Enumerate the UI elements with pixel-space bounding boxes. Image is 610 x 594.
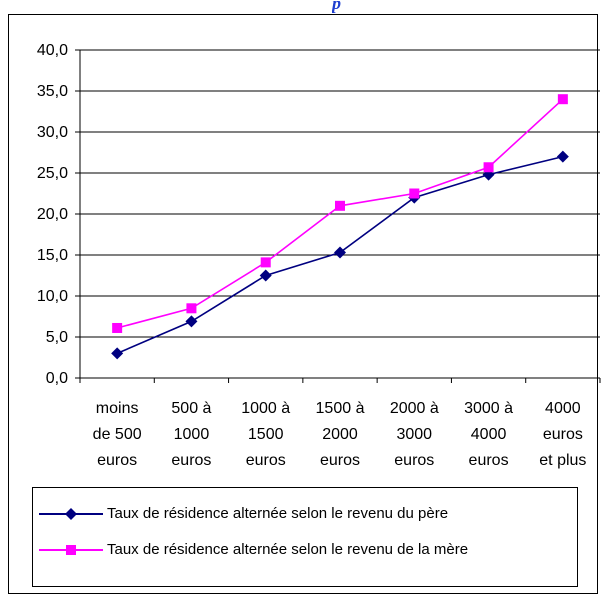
x-tick-label: 1000 à <box>241 400 290 417</box>
legend-entry-mother: Taux de résidence alternée selon le reve… <box>33 538 577 562</box>
legend-label-father: Taux de résidence alternée selon le reve… <box>107 505 449 522</box>
data-point-square <box>557 94 568 105</box>
data-point-square <box>335 200 345 211</box>
x-tick-label: moins <box>96 400 139 417</box>
x-tick-label: 2000 <box>322 426 358 443</box>
data-point-square <box>112 322 123 333</box>
y-tick-label: 35,0 <box>37 83 68 100</box>
x-tick-label: euros <box>394 452 434 469</box>
y-tick-label: 0,0 <box>46 370 68 387</box>
x-tick-label: euros <box>320 452 360 469</box>
y-tick-label: 5,0 <box>46 329 68 346</box>
x-tick-label: et plus <box>539 452 586 469</box>
x-tick-label: 1500 à <box>316 400 365 417</box>
x-tick-label: euros <box>469 452 509 469</box>
data-point-diamond <box>185 315 198 328</box>
legend-entry-father: Taux de résidence alternée selon le reve… <box>33 502 577 526</box>
line-chart: 0,0 5,0 10,0 15,0 20,0 25,0 30,0 35,0 40,0 moins… <box>37 42 601 469</box>
x-tick-label: euros <box>171 452 211 469</box>
y-tick-label: 10,0 <box>37 288 68 305</box>
data-point-diamond <box>111 347 124 360</box>
x-tick-label: 1000 <box>174 426 210 443</box>
data-point-diamond <box>556 150 569 163</box>
legend-label-mother: Taux de résidence alternée selon le reve… <box>107 541 469 558</box>
y-tick-label: 30,0 <box>37 124 68 141</box>
data-point-square <box>260 257 271 268</box>
x-tick-label: 2000 à <box>390 400 439 417</box>
x-tick-label: 4000 <box>471 426 507 443</box>
x-tick-label: 500 à <box>171 400 211 417</box>
x-tick-label: 3000 à <box>464 400 513 417</box>
data-point-square <box>483 162 494 173</box>
legend-marker-diamond-icon <box>39 508 103 520</box>
data-point-diamond <box>334 246 346 259</box>
x-tick-label: 3000 <box>396 426 432 443</box>
y-tick-label: 20,0 <box>37 206 68 223</box>
y-tick-label: 40,0 <box>37 42 68 59</box>
x-tick-label: 4000 <box>545 400 581 417</box>
x-tick-label: euros <box>97 452 137 469</box>
legend-marker-square-icon <box>39 545 103 555</box>
data-point-square <box>409 188 420 199</box>
chart-legend: Taux de résidence alternée selon le reve… <box>32 487 578 587</box>
data-point-square <box>186 303 197 314</box>
y-tick-label: 15,0 <box>37 247 68 264</box>
x-tick-label: euros <box>246 452 286 469</box>
chart-title-partial: p <box>332 1 341 13</box>
x-tick-label: euros <box>543 426 583 443</box>
y-tick-label: 25,0 <box>37 165 68 182</box>
x-tick-label: 1500 <box>248 426 284 443</box>
data-point-diamond <box>259 269 272 282</box>
x-tick-label: de 500 <box>93 426 142 443</box>
